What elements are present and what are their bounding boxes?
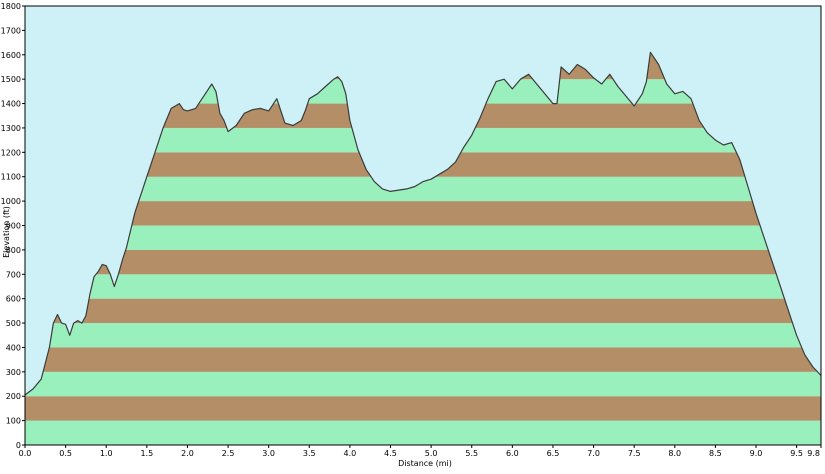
elevation-band xyxy=(25,420,821,445)
elevation-band xyxy=(25,371,821,397)
x-axis-label: Distance (mi) xyxy=(398,459,452,468)
y-tick-label: 1000 xyxy=(1,197,21,206)
y-tick-label: 1300 xyxy=(1,124,21,133)
x-tick-label: 8.0 xyxy=(668,449,681,458)
elevation-band xyxy=(25,347,821,372)
elevation-band xyxy=(25,274,821,299)
x-tick-label: 5.5 xyxy=(465,449,478,458)
elevation-band xyxy=(25,225,821,250)
y-tick-label: 100 xyxy=(6,417,21,426)
x-tick-label: 6.0 xyxy=(506,449,519,458)
x-tick-label: 6.5 xyxy=(547,449,560,458)
x-tick-label: 4.5 xyxy=(384,449,397,458)
y-tick-label: 1500 xyxy=(1,75,21,84)
y-tick-label: 200 xyxy=(6,392,21,401)
x-tick-label: 2.0 xyxy=(181,449,194,458)
y-tick-label: 1100 xyxy=(1,173,21,182)
x-tick-label: 7.0 xyxy=(587,449,600,458)
y-tick-label: 0 xyxy=(16,441,21,450)
x-tick-label: 3.5 xyxy=(303,449,316,458)
x-tick-label: 2.5 xyxy=(222,449,235,458)
y-tick-label: 700 xyxy=(6,270,21,279)
y-tick-label: 300 xyxy=(6,368,21,377)
y-tick-label: 900 xyxy=(6,222,21,231)
x-tick-label: 3.0 xyxy=(262,449,275,458)
x-tick-label: 5.0 xyxy=(425,449,438,458)
x-tick-label: 8.5 xyxy=(709,449,722,458)
elevation-band xyxy=(25,323,821,348)
x-tick-label: 1.0 xyxy=(100,449,113,458)
y-axis-label: Elevation (ft) xyxy=(2,206,11,258)
y-tick-label: 500 xyxy=(6,319,21,328)
y-tick-label: 800 xyxy=(6,246,21,255)
x-tick-label: 9.0 xyxy=(750,449,763,458)
y-tick-label: 1200 xyxy=(1,148,21,157)
x-tick-label: 9.5 xyxy=(790,449,803,458)
elevation-line xyxy=(24,51,822,396)
x-tick-label: 1.5 xyxy=(140,449,153,458)
elevation-band xyxy=(25,298,821,324)
x-axis-ticks: 0.0 0.5 1.0 1.5 2.0 2.5 3.0 3.5 4.0 4.5 5.0 5.5 6.0 6… xyxy=(19,445,822,458)
y-tick-label: 400 xyxy=(6,343,21,352)
y-tick-label: 1800 xyxy=(1,2,21,11)
y-tick-label: 1600 xyxy=(1,51,21,60)
y-tick-label: 600 xyxy=(6,295,21,304)
x-tick-label: 0.0 xyxy=(19,449,32,458)
profile-line-layer xyxy=(24,51,822,396)
y-tick-label: 1700 xyxy=(1,26,21,35)
elevation-band xyxy=(25,201,821,226)
y-axis-ticks: 0 100 200 300 400 500 600 700 800 900 1000 1100 1200… xyxy=(1,2,25,450)
x-tick-label: 4.0 xyxy=(344,449,357,458)
elevation-band xyxy=(25,396,821,421)
x-tick-label: 9.8 xyxy=(807,449,820,458)
elevation-band xyxy=(25,249,821,275)
y-tick-label: 1400 xyxy=(1,100,21,109)
x-tick-label: 0.5 xyxy=(59,449,72,458)
x-tick-label: 7.5 xyxy=(628,449,641,458)
